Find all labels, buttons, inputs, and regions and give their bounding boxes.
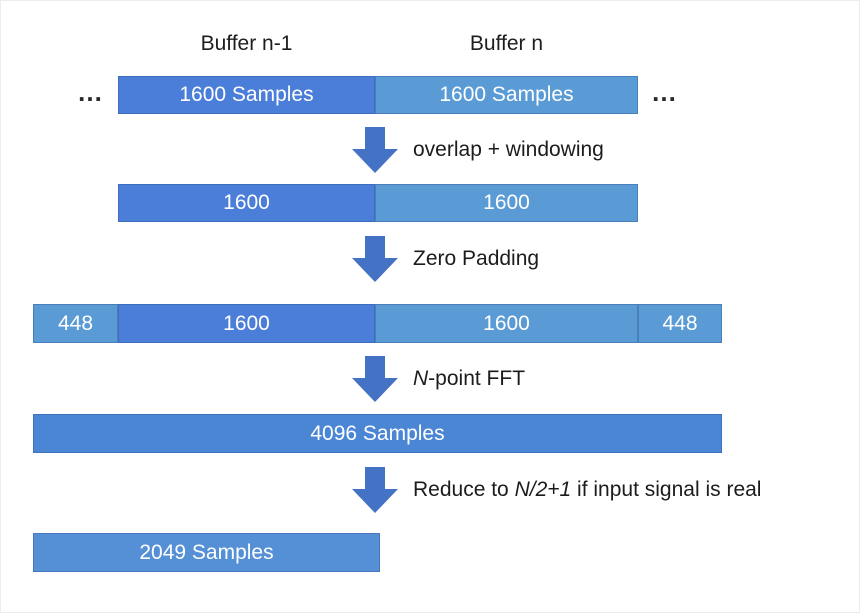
down-arrow-icon [352,467,398,513]
buffer-segment: 1600 Samples [118,76,375,114]
down-arrow-icon [352,127,398,173]
down-arrow-icon [352,236,398,282]
step-label-text: N/2+1 [514,478,572,501]
padding-segment: 448 [638,304,722,343]
row-zero-padded: 448 1600 1600 448 [33,304,722,343]
step-label-reduce: Reduce to N/2+1 if input signal is real [413,473,761,507]
step-label-text: Zero Padding [413,247,540,270]
step-label-text: Reduce to [413,478,515,501]
row-windowed: 1600 1600 [118,184,638,222]
reduced-output-segment: 2049 Samples [33,533,380,572]
ellipsis-right: … [651,77,677,107]
buffer-segment: 1600 Samples [375,76,638,114]
step-label-text: -point FFT [428,367,526,390]
row-fft-output: 4096 Samples [33,414,722,453]
row-reduced-output: 2049 Samples [33,533,380,572]
down-arrow-icon [352,356,398,402]
buffer-n-label: Buffer n [469,32,544,55]
padding-segment: 448 [33,304,118,343]
step-label-text: N [413,367,429,390]
buffer-segment: 1600 [118,304,375,343]
buffer-segment: 1600 [118,184,375,222]
step-label-zero-padding: Zero Padding [413,242,539,276]
buffer-segment: 1600 [375,184,638,222]
row-buffers: 1600 Samples 1600 Samples [118,76,638,114]
fft-output-segment: 4096 Samples [33,414,722,453]
buffer-n-1-label: Buffer n-1 [200,32,293,55]
buffer-segment: 1600 [375,304,638,343]
step-label-fft: N-point FFT [413,362,525,396]
ellipsis-left: … [77,77,103,107]
step-label-overlap-windowing: overlap + windowing [413,133,604,167]
step-label-text: if input signal is real [571,478,762,501]
step-label-text: overlap + windowing [413,138,604,161]
